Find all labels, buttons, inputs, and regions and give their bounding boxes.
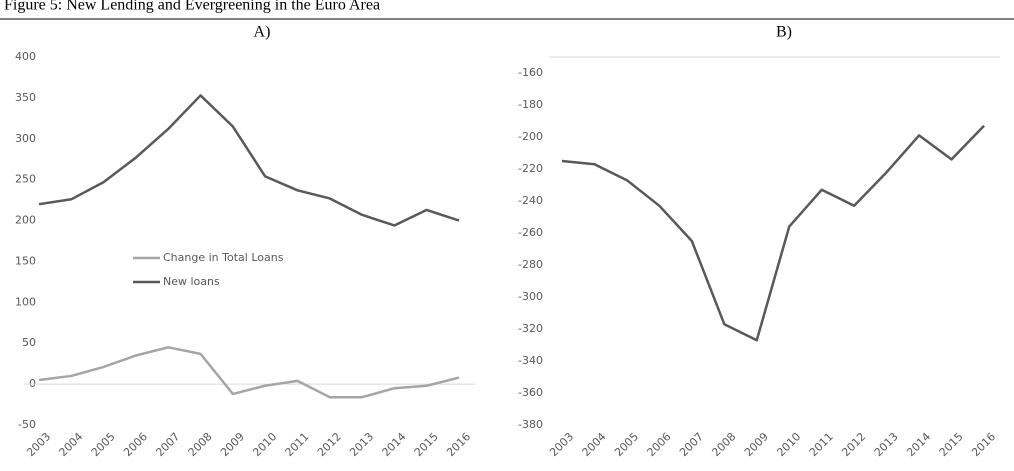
y-tick-label: -160 bbox=[518, 66, 543, 79]
y-tick-label: -200 bbox=[518, 130, 543, 143]
y-tick-label: -220 bbox=[518, 162, 543, 175]
x-tick-label: 2015 bbox=[412, 430, 441, 459]
x-tick-label: 2007 bbox=[153, 430, 182, 459]
x-tick-label: 2005 bbox=[89, 430, 118, 459]
x-tick-label: 2014 bbox=[380, 430, 409, 459]
x-tick-label: 2008 bbox=[709, 430, 738, 459]
x-tick-label: 2015 bbox=[937, 430, 966, 459]
legend-label: Change in Total Loans bbox=[163, 251, 284, 264]
y-tick-label: 350 bbox=[15, 91, 36, 104]
x-tick-label: 2011 bbox=[283, 430, 312, 459]
x-tick-label: 2016 bbox=[969, 430, 998, 459]
x-tick-label: 2012 bbox=[839, 430, 868, 459]
series-line bbox=[38, 346, 460, 399]
y-tick-label: -240 bbox=[518, 194, 543, 207]
x-tick-label: 2009 bbox=[742, 430, 771, 459]
y-tick-label: -260 bbox=[518, 226, 543, 239]
x-tick-label: 2006 bbox=[121, 430, 150, 459]
legend-label: New loans bbox=[163, 275, 220, 288]
x-tick-label: 2011 bbox=[807, 430, 836, 459]
x-tick-label: 2005 bbox=[612, 430, 641, 459]
series-line bbox=[38, 94, 460, 227]
y-tick-label: 150 bbox=[15, 254, 36, 267]
x-tick-label: 2007 bbox=[677, 430, 706, 459]
x-tick-label: 2004 bbox=[580, 430, 609, 459]
y-tick-label: -320 bbox=[518, 322, 543, 335]
y-tick-label: 200 bbox=[15, 214, 36, 227]
x-tick-label: 2006 bbox=[645, 430, 674, 459]
x-tick-label: 2014 bbox=[904, 430, 933, 459]
y-tick-label: -50 bbox=[18, 418, 36, 431]
y-tick-label: -300 bbox=[518, 290, 543, 303]
y-tick-label: 400 bbox=[15, 50, 36, 63]
y-tick-label: 250 bbox=[15, 173, 36, 186]
y-tick-label: 50 bbox=[22, 336, 36, 349]
x-tick-label: 2012 bbox=[315, 430, 344, 459]
x-tick-label: 2010 bbox=[774, 430, 803, 459]
x-tick-label: 2016 bbox=[444, 430, 473, 459]
series-line bbox=[561, 124, 985, 342]
x-tick-label: 2003 bbox=[547, 430, 576, 459]
y-tick-label: -360 bbox=[518, 386, 543, 399]
x-tick-label: 2010 bbox=[250, 430, 279, 459]
x-tick-label: 2013 bbox=[872, 430, 901, 459]
y-tick-label: -340 bbox=[518, 354, 543, 367]
x-tick-label: 2003 bbox=[24, 430, 53, 459]
y-tick-label: 100 bbox=[15, 295, 36, 308]
y-tick-label: -180 bbox=[518, 98, 543, 111]
figure-title: Figure 5: New Lending and Evergreening i… bbox=[4, 0, 380, 14]
x-tick-label: 2004 bbox=[56, 430, 85, 459]
y-tick-label: -280 bbox=[518, 258, 543, 271]
x-tick-label: 2008 bbox=[186, 430, 215, 459]
y-tick-label: 300 bbox=[15, 132, 36, 145]
y-tick-label: -380 bbox=[518, 418, 543, 431]
panel-label: A) bbox=[254, 24, 271, 41]
panel-label: B) bbox=[776, 24, 792, 41]
x-tick-label: 2013 bbox=[347, 430, 376, 459]
x-tick-label: 2009 bbox=[218, 430, 247, 459]
